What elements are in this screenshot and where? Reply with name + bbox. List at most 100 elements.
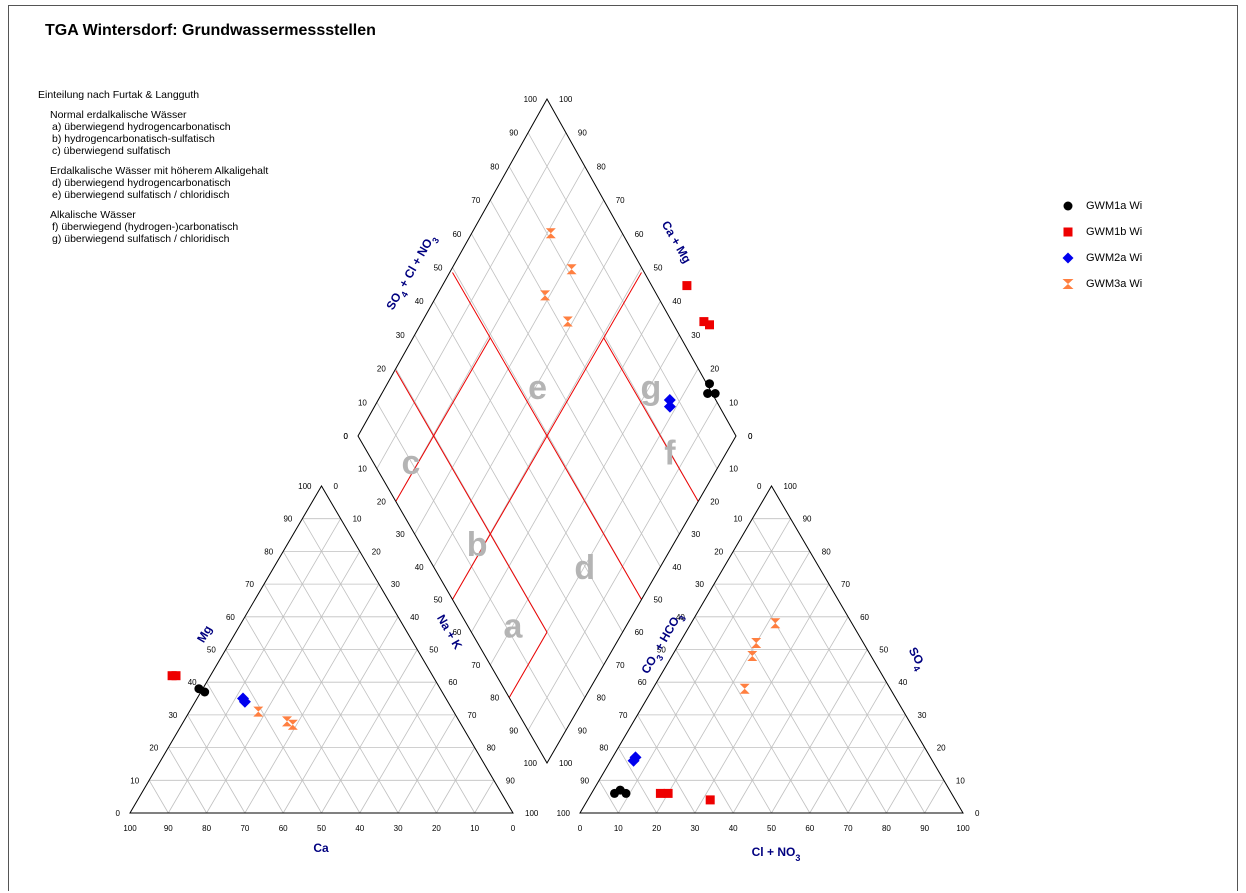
zone-letter-c: c [401, 444, 420, 482]
tick-label: 70 [616, 661, 625, 670]
grid-line [508, 166, 699, 502]
tick-label: 40 [415, 563, 424, 572]
grid-line [924, 780, 945, 814]
tick-label: 70 [245, 580, 254, 589]
tick-label: 80 [490, 694, 499, 703]
tick-label: 0 [975, 809, 980, 818]
tick-label: 0 [748, 432, 753, 441]
tick-label: 100 [559, 759, 573, 768]
group-item: e) überwiegend sulfatisch / chloridisch [52, 189, 230, 201]
grid-line [617, 747, 657, 814]
grid-line [167, 747, 207, 814]
tick-label: 60 [452, 230, 461, 239]
axis-label-so4: SO4 [902, 645, 929, 673]
tick-label: 20 [432, 824, 441, 833]
tick-label: 50 [429, 646, 438, 655]
zone-line [508, 631, 548, 698]
data-point [287, 719, 298, 730]
tick-label: 20 [937, 744, 946, 753]
tick-label: 30 [690, 824, 699, 833]
cation-triangle-outline [129, 485, 514, 814]
tick-label: 80 [490, 162, 499, 171]
tick-label: 70 [471, 661, 480, 670]
axis-label-cl-no3: Cl + NO3 [752, 845, 801, 863]
data-point [566, 264, 577, 275]
tick-label: 100 [557, 809, 571, 818]
data-point [663, 788, 673, 798]
tick-label: 30 [695, 580, 704, 589]
grid-line [637, 714, 696, 814]
tick-label: 80 [487, 744, 496, 753]
tick-label: 100 [524, 95, 538, 104]
tick-label: 0 [748, 432, 753, 441]
zone-letter-e: e [528, 369, 547, 407]
tick-label: 20 [652, 824, 661, 833]
diamond-marker-icon [1062, 252, 1074, 264]
tick-label: 50 [207, 646, 216, 655]
tick-label: 10 [729, 398, 738, 407]
group-item: a) überwiegend hydrogencarbonatisch [52, 121, 231, 133]
tick-label: 60 [635, 628, 644, 637]
grid-line [847, 714, 906, 814]
tick-labels: 1000001001000100010090101010909010901090… [116, 95, 980, 833]
tick-label: 80 [597, 694, 606, 703]
data-point [621, 788, 631, 798]
group-title: Erdalkalische Wässer mit höherem Alkalig… [50, 165, 269, 177]
tick-label: 90 [803, 515, 812, 524]
data-points [167, 228, 781, 805]
tick-label: 100 [784, 482, 798, 491]
diamond-outline [357, 97, 737, 764]
grid-line [617, 518, 791, 814]
data-point [710, 389, 720, 398]
tick-label: 50 [657, 646, 666, 655]
tick-label: 90 [578, 129, 587, 138]
data-point [747, 651, 758, 661]
square-marker-icon [1062, 226, 1074, 238]
hourglass-marker-icon [1062, 278, 1074, 290]
grid-line [675, 649, 772, 814]
tick-label: 90 [506, 776, 515, 785]
tick-label: 20 [377, 365, 386, 374]
tick-label: 70 [841, 580, 850, 589]
grid-line [471, 233, 661, 567]
grid-line [656, 681, 734, 814]
data-point [739, 683, 750, 694]
data-point [545, 228, 556, 239]
data-point [171, 671, 181, 681]
tick-label: 60 [638, 678, 647, 687]
chart-title: TGA Wintersdorf: Grundwassermessstellen [45, 22, 376, 39]
tick-label: 10 [614, 824, 623, 833]
grid-line [225, 649, 322, 814]
grid-line [809, 681, 887, 814]
tick-label: 20 [372, 547, 381, 556]
legend-label: GWM1b Wi [1086, 226, 1143, 238]
zone-line [395, 370, 548, 633]
grid-line [206, 681, 284, 814]
tick-label: 60 [805, 824, 814, 833]
tick-label: 80 [597, 162, 606, 171]
data-point [751, 638, 762, 648]
tick-label: 40 [898, 678, 907, 687]
tick-label: 0 [511, 824, 516, 833]
data-point [238, 695, 251, 708]
tick-label: 60 [226, 613, 235, 622]
data-point [699, 317, 709, 327]
tick-label: 60 [860, 613, 869, 622]
tick-label: 70 [616, 196, 625, 205]
data-point [562, 316, 573, 327]
tick-label: 60 [635, 230, 644, 239]
tick-label: 100 [559, 95, 573, 104]
tick-label: 0 [116, 809, 121, 818]
tick-label: 60 [452, 628, 461, 637]
group-item: c) überwiegend sulfatisch [52, 145, 171, 157]
grid-line [263, 583, 399, 814]
grid-line [713, 583, 849, 814]
tick-label: 10 [358, 465, 367, 474]
classification-group-1: Normal erdalkalische Wässer a) überwiege… [38, 109, 268, 157]
tick-label: 90 [509, 129, 518, 138]
grid-line [167, 518, 341, 814]
axis-label-ca-mg: Ca + Mg [659, 218, 694, 265]
tick-label: 0 [334, 482, 339, 491]
tick-label: 40 [410, 613, 419, 622]
